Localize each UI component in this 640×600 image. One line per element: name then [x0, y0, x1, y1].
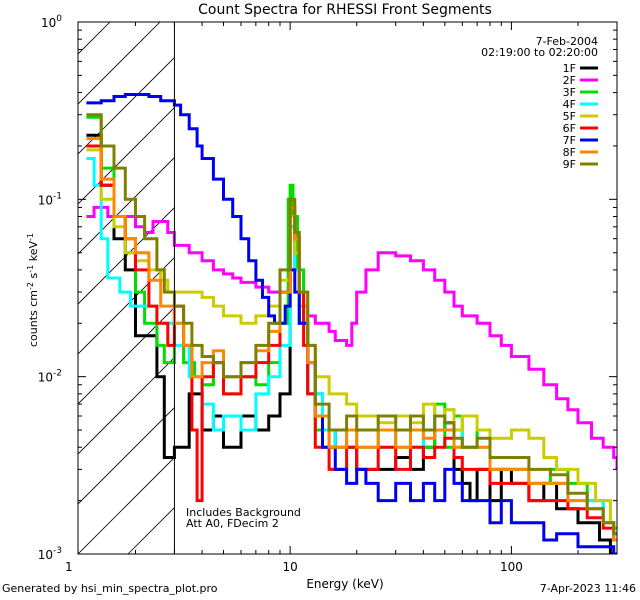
series-line-5F — [86, 148, 615, 525]
series-line-9F — [86, 113, 617, 536]
x-axis-label: Energy (keV) — [306, 577, 383, 591]
annotation-background: Includes Background — [186, 506, 301, 519]
legend-label-4F: 4F — [563, 98, 576, 111]
generated-by-label: Generated by hsi_min_spectra_plot.pro — [2, 582, 218, 595]
legend-label-6F: 6F — [563, 122, 576, 135]
annotation-attenuator: Att A0, FDecim 2 — [186, 517, 279, 530]
legend-label-7F: 7F — [563, 134, 576, 147]
y-tick-label: 100 — [41, 14, 62, 30]
generation-date: 7-Apr-2023 11:46 — [539, 582, 636, 595]
series-line-2F — [86, 205, 617, 470]
y-axis-label: counts cm-2 s-1 keV-1 — [26, 233, 40, 347]
y-tick-label: 10-2 — [38, 369, 62, 385]
hatched-region — [78, 22, 175, 554]
legend-label-1F: 1F — [563, 62, 576, 75]
legend-label-5F: 5F — [563, 110, 576, 123]
series-line-7F — [86, 93, 617, 554]
chart-title: Count Spectra for RHESSI Front Segments — [198, 2, 492, 18]
y-tick-label: 10-1 — [38, 191, 62, 207]
legend-label-8F: 8F — [563, 146, 576, 159]
x-tick-label: 10 — [282, 560, 297, 574]
legend-label-9F: 9F — [563, 158, 576, 171]
x-tick-label: 1 — [65, 560, 73, 574]
time-range-label: 02:19:00 to 02:20:00 — [481, 46, 598, 59]
x-tick-label: 100 — [500, 560, 523, 574]
date-label: 7-Feb-2004 — [536, 35, 598, 48]
y-tick-label: 10-3 — [38, 546, 62, 562]
plot-frame — [77, 21, 618, 555]
legend-label-3F: 3F — [563, 86, 576, 99]
legend-label-2F: 2F — [563, 74, 576, 87]
